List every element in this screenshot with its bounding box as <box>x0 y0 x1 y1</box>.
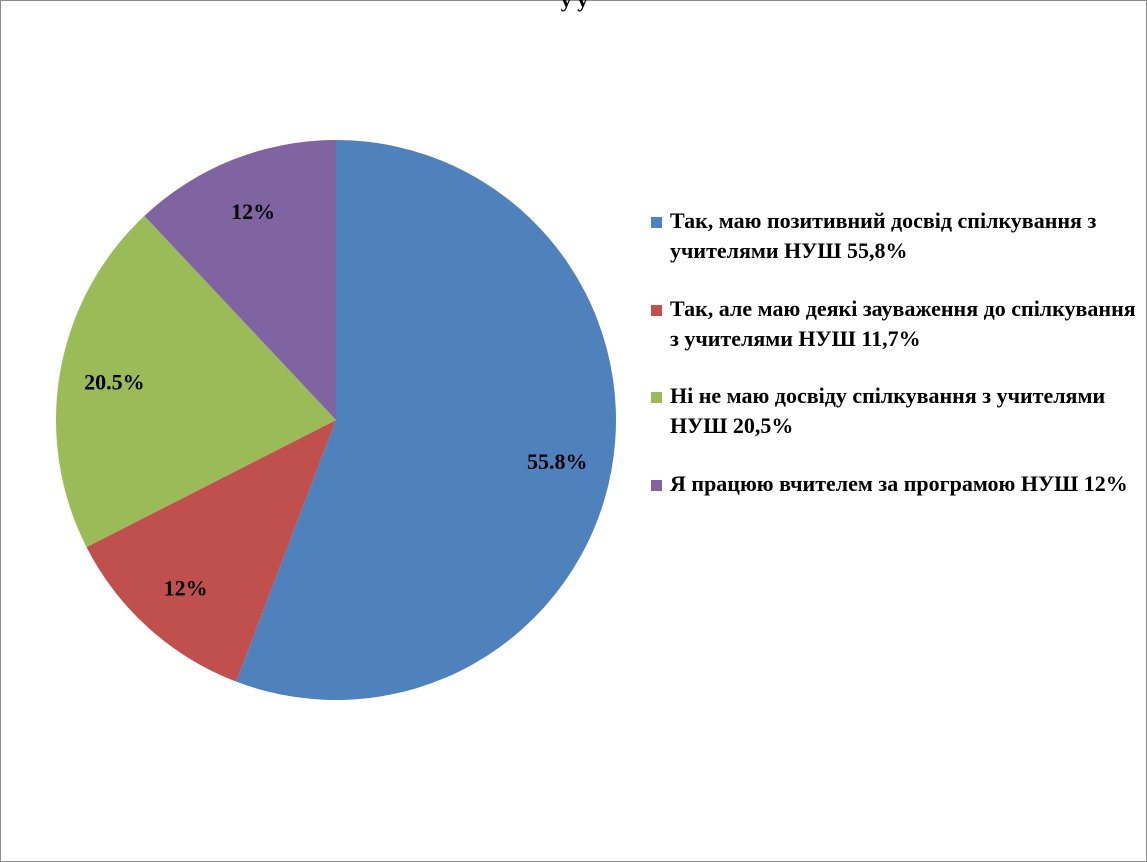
legend-item: Так, маю позитивний досвід спілкування з… <box>651 206 1141 266</box>
legend-label: Так, але маю деякі зауваження до спілкув… <box>670 296 1136 351</box>
legend-item: Так, але маю деякі зауваження до спілкув… <box>651 294 1141 354</box>
slice-data-label: 12% <box>164 575 208 600</box>
pie-slice <box>86 420 336 682</box>
legend-swatch <box>651 217 662 228</box>
legend-label: Я працюю вчителем за програмою НУШ 12% <box>670 471 1128 496</box>
legend-swatch <box>651 305 662 316</box>
slice-data-label: 20.5% <box>84 369 145 394</box>
legend-label: Так, маю позитивний досвід спілкування з… <box>670 208 1097 263</box>
legend-swatch <box>651 480 662 491</box>
pie-slice <box>56 215 336 548</box>
legend-item: Я працюю вчителем за програмою НУШ 12% <box>651 469 1141 499</box>
legend-item: Ні не маю досвіду спілкування з учителям… <box>651 381 1141 441</box>
pie-slice <box>144 140 336 420</box>
legend-swatch <box>651 392 662 403</box>
legend-label: Ні не маю досвіду спілкування з учителям… <box>670 383 1106 438</box>
slice-data-label: 55.8% <box>527 449 588 474</box>
chart-title-fragment: у у <box>1 0 1147 13</box>
pie-slice <box>236 140 616 701</box>
legend: Так, маю позитивний досвід спілкування з… <box>651 206 1141 527</box>
slice-data-label: 12% <box>231 199 275 224</box>
